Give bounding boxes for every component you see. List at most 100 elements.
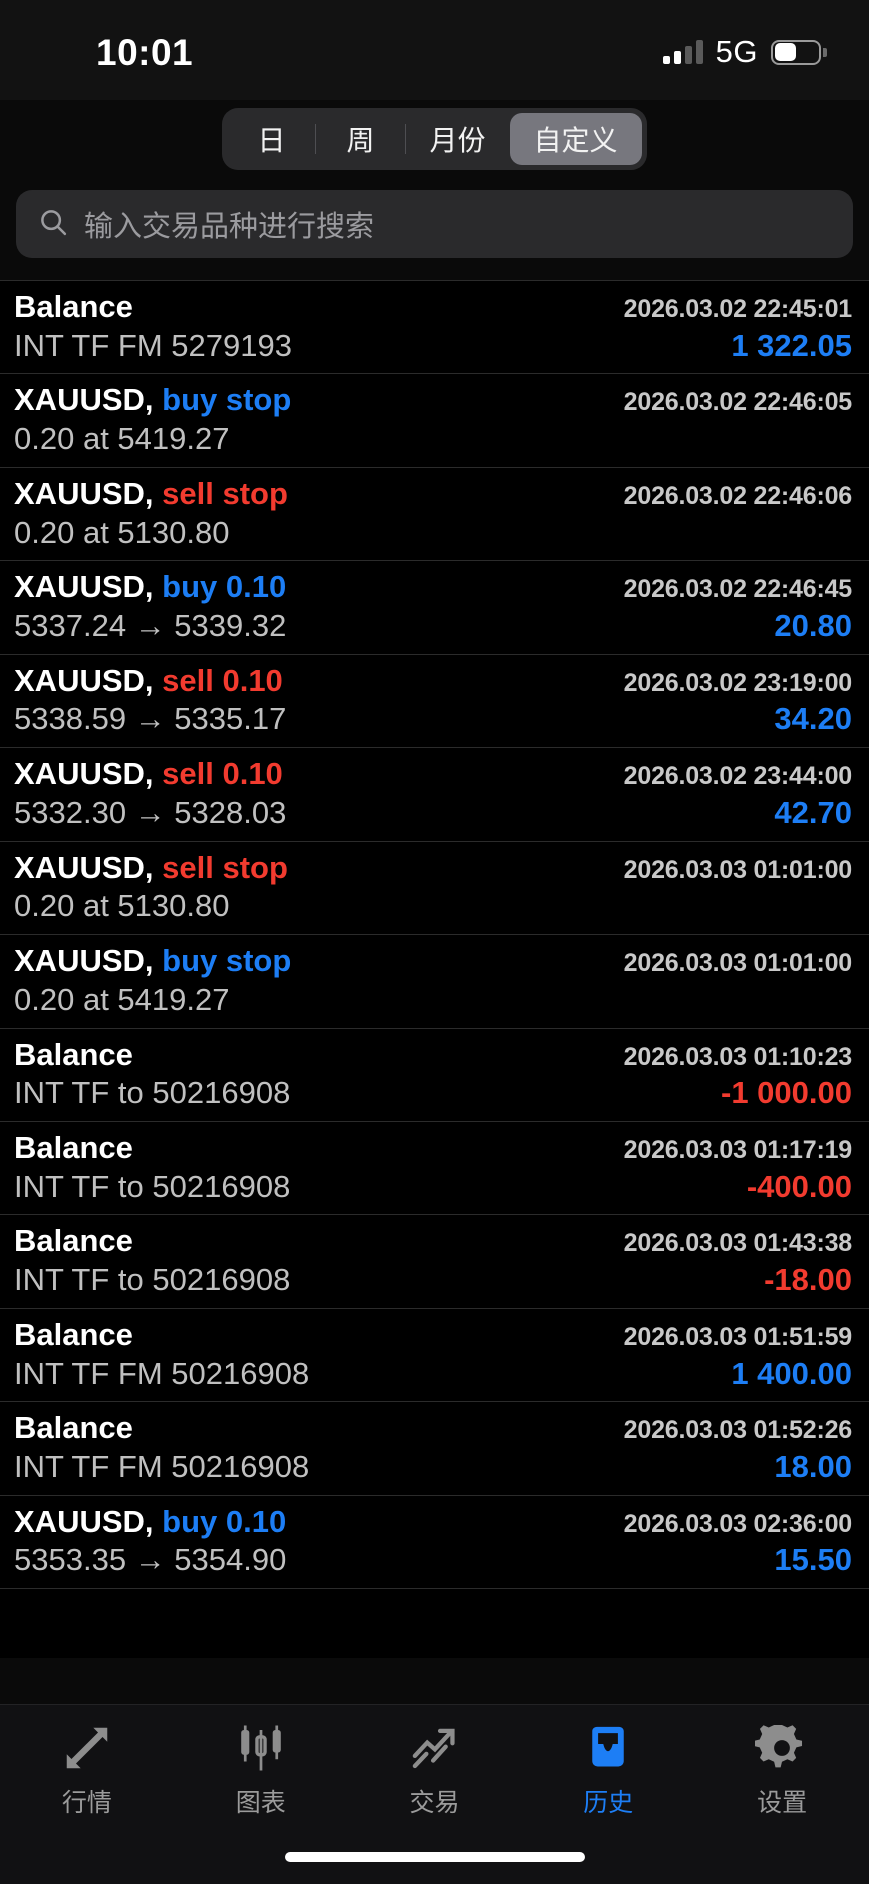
history-row[interactable]: Balance 2026.03.03 01:52:26 INT TF FM 5021… — [0, 1402, 869, 1496]
history-row[interactable]: XAUUSD, buy stop 2026.03.02 22:46:05 0.20 … — [0, 374, 869, 468]
search-input[interactable]: 输入交易品种进行搜索 — [16, 190, 853, 258]
history-row[interactable]: XAUUSD, buy 0.10 2026.03.02 22:46:45 5337.… — [0, 561, 869, 655]
history-row-detail: 5338.59 → 5335.17 — [14, 701, 287, 737]
period-option-week[interactable]: 周 — [346, 125, 375, 156]
history-row-amount: 42.70 — [774, 794, 852, 830]
history-row-detail: 5337.24 → 5339.32 — [14, 608, 287, 644]
history-row[interactable]: XAUUSD, sell 0.10 2026.03.02 23:19:00 5338… — [0, 654, 869, 749]
status-bar-clock: 10:01 — [96, 32, 194, 73]
history-row-detail: INT TF to 50216908 — [14, 1262, 291, 1298]
home-indicator[interactable] — [284, 1852, 585, 1862]
history-row-time: 2026.03.02 22:46:05 — [623, 388, 853, 417]
history-row[interactable]: XAUUSD, buy 0.10 2026.03.03 02:36:00 5353.… — [0, 1495, 869, 1590]
history-row-detail: INT TF to 50216908 — [14, 1168, 291, 1204]
tab-label-charts: 图表 — [235, 1789, 286, 1817]
history-row-time: 2026.03.03 01:10:23 — [623, 1042, 853, 1071]
search-bar-container: 输入交易品种进行搜索 — [0, 170, 869, 258]
history-row[interactable]: Balance 2026.03.02 22:45:01 INT TF FM 5279… — [0, 281, 869, 375]
history-row-time: 2026.03.02 23:19:00 — [623, 668, 853, 697]
history-row[interactable]: Balance 2026.03.03 01:51:59 INT TF FM 5021… — [0, 1308, 869, 1403]
history-row-detail: INT TF FM 5279193 — [14, 327, 292, 363]
history-row-time: 2026.03.03 01:52:26 — [623, 1416, 853, 1445]
history-row-detail: INT TF to 50216908 — [14, 1075, 291, 1111]
tab-label-quotes: 行情 — [61, 1789, 112, 1817]
period-segmented-control[interactable]: 日 周 月份 自定义 — [222, 108, 647, 170]
history-row-time: 2026.03.03 01:43:38 — [623, 1229, 853, 1258]
history-row-time: 2026.03.03 02:36:00 — [623, 1509, 853, 1538]
search-placeholder: 输入交易品种进行搜索 — [84, 211, 375, 243]
tab-label-trade: 交易 — [409, 1789, 460, 1817]
history-row-detail: 0.20 at 5130.80 — [14, 888, 230, 924]
history-row-amount: 15.50 — [774, 1542, 852, 1578]
trade-trend-arrow-icon — [407, 1719, 461, 1777]
history-row-detail: 0.20 at 5419.27 — [14, 421, 230, 457]
signal-bars-icon — [662, 40, 703, 64]
history-row[interactable]: Balance 2026.03.03 01:17:19 INT TF to 5021… — [0, 1121, 869, 1216]
tab-charts[interactable]: 图表 — [174, 1719, 348, 1819]
history-row[interactable]: XAUUSD, buy stop 2026.03.03 01:01:00 0.20 … — [0, 935, 869, 1029]
period-option-day[interactable]: 日 — [257, 125, 286, 156]
history-row-time: 2026.03.03 01:17:19 — [623, 1135, 853, 1164]
period-option-custom[interactable]: 自定义 — [509, 113, 642, 165]
history-row-title: Balance — [14, 1129, 133, 1165]
history-row-amount: -1 000.00 — [721, 1075, 852, 1111]
history-row-detail: 5332.30 → 5328.03 — [14, 794, 287, 830]
history-row-amount: 1 322.05 — [731, 327, 852, 363]
history-row[interactable]: XAUUSD, sell 0.10 2026.03.02 23:44:00 5332… — [0, 748, 869, 842]
history-row-amount: -18.00 — [764, 1262, 852, 1298]
history-row-title: XAUUSD, sell stop — [14, 475, 288, 511]
battery-icon — [771, 39, 827, 65]
history-row-title: XAUUSD, buy stop — [14, 382, 292, 418]
history-row-amount: -400.00 — [746, 1168, 852, 1204]
history-list[interactable]: Balance 2026.03.02 22:45:01 INT TF FM 5279… — [0, 280, 869, 1658]
history-row-detail: 0.20 at 5130.80 — [14, 514, 230, 550]
tab-trade[interactable]: 交易 — [348, 1719, 522, 1819]
history-row-amount: 34.20 — [774, 701, 852, 737]
history-row-detail: 5353.35 → 5354.90 — [14, 1542, 287, 1578]
history-row[interactable]: XAUUSD, sell stop 2026.03.03 01:01:00 0.20… — [0, 841, 869, 936]
bottom-tab-bar: 行情 图表 — [0, 1704, 869, 1884]
search-icon — [38, 207, 68, 242]
history-row-time: 2026.03.02 22:46:45 — [623, 575, 853, 604]
history-row-time: 2026.03.02 22:45:01 — [623, 295, 853, 323]
history-row-title: Balance — [14, 1316, 133, 1352]
candlestick-chart-icon — [234, 1719, 288, 1777]
history-row-title: XAUUSD, sell 0.10 — [14, 662, 283, 698]
quotes-arrows-icon — [60, 1719, 114, 1777]
history-row-title: Balance — [14, 1410, 133, 1446]
status-bar: 10:01 5G — [0, 0, 869, 100]
history-row[interactable]: XAUUSD, sell stop 2026.03.02 22:46:06 0.20… — [0, 467, 869, 562]
history-row-amount: 1 400.00 — [731, 1355, 852, 1391]
gear-icon — [755, 1719, 809, 1777]
segment-divider — [404, 124, 406, 154]
history-row-title: XAUUSD, buy 0.10 — [14, 1503, 287, 1539]
history-tray-icon — [581, 1719, 635, 1777]
history-row[interactable]: Balance 2026.03.03 01:43:38 INT TF to 5021… — [0, 1215, 869, 1309]
history-row-time: 2026.03.03 01:01:00 — [623, 949, 853, 978]
status-bar-indicators: 5G — [662, 34, 827, 70]
history-row-time: 2026.03.02 22:46:06 — [623, 481, 853, 510]
history-row-title: XAUUSD, buy 0.10 — [14, 569, 287, 605]
history-row-detail: 0.20 at 5419.27 — [14, 981, 230, 1017]
history-row-title: Balance — [14, 1036, 133, 1072]
history-row-title: Balance — [14, 1223, 133, 1259]
tab-history[interactable]: 历史 — [521, 1719, 695, 1819]
network-type-label: 5G — [715, 34, 758, 69]
history-row-time: 2026.03.02 23:44:00 — [623, 762, 853, 791]
history-row-title: XAUUSD, sell 0.10 — [14, 756, 283, 792]
tab-label-settings: 设置 — [757, 1789, 808, 1817]
history-row-title: Balance — [14, 289, 133, 324]
period-filter-bar: 日 周 月份 自定义 — [0, 100, 869, 170]
segment-divider — [315, 124, 317, 154]
tab-label-history: 历史 — [583, 1789, 634, 1817]
tab-settings[interactable]: 设置 — [695, 1719, 869, 1819]
history-row[interactable]: Balance 2026.03.03 01:10:23 INT TF to 5021… — [0, 1028, 869, 1122]
history-row-amount: 18.00 — [774, 1448, 852, 1484]
period-option-month[interactable]: 月份 — [429, 125, 486, 156]
history-row-amount: 20.80 — [774, 608, 852, 644]
history-row-title: XAUUSD, buy stop — [14, 943, 292, 979]
history-row-time: 2026.03.03 01:51:59 — [623, 1322, 853, 1351]
history-row-detail: INT TF FM 50216908 — [14, 1448, 310, 1484]
tab-quotes[interactable]: 行情 — [0, 1719, 174, 1819]
